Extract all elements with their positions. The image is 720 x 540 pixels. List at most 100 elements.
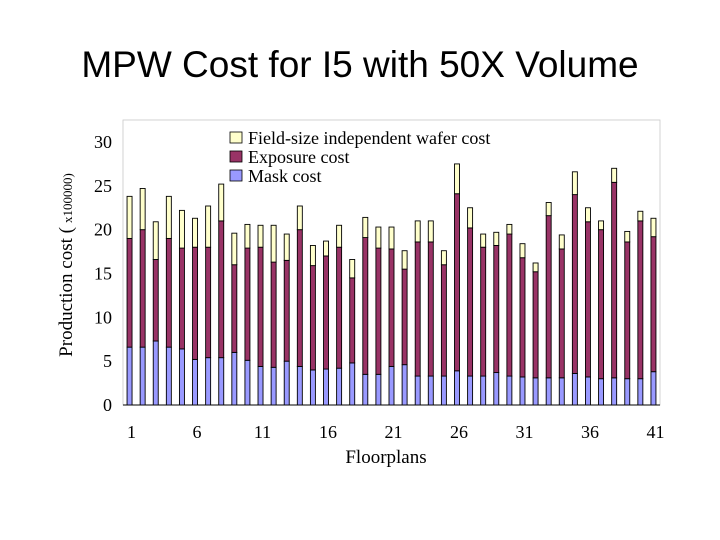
field-segment-5 [178,209,185,249]
exposure-segment-36 [585,221,591,378]
mask-segment-37 [598,378,605,406]
field-segment-6 [192,217,198,248]
field-segment-40 [637,210,644,222]
exposure-segment-4 [165,237,172,348]
exposure-segment-3 [152,259,159,342]
y-axis-label-group: Production cost (x100000) [56,173,77,357]
legend-field-swatch [229,131,243,144]
mask-segment-19 [362,373,369,406]
exposure-segment-19 [362,237,369,375]
exposure-segment-14 [296,229,303,367]
y-tick-label: 30 [94,132,112,152]
exposure-segment-32 [532,271,539,379]
exposure-segment-17 [336,246,343,369]
mask-segment-40 [637,378,644,406]
exposure-segment-15 [309,265,316,371]
mask-segment-9 [231,351,238,406]
mask-segment-7 [205,357,212,406]
exposure-segment-23 [414,241,421,377]
x-tick-label: 16 [319,422,337,442]
mask-segment-12 [270,366,277,406]
exposure-segment-31 [519,257,526,378]
field-segment-13 [283,233,290,261]
x-tick-label: 11 [254,422,271,442]
field-segment-2 [139,188,146,231]
field-segment-20 [375,226,382,249]
field-segment-27 [467,207,474,229]
mask-segment-35 [571,372,578,406]
mask-segment-26 [454,370,460,406]
legend-field-label: Field-size independent wafer cost [248,128,490,148]
field-segment-22 [401,250,408,270]
field-segment-31 [519,243,526,259]
field-segment-4 [165,195,172,239]
field-segment-18 [349,259,356,279]
exposure-segment-41 [650,236,657,373]
x-tick-label: 41 [646,422,664,442]
exposure-segment-13 [283,259,290,362]
exposure-segment-2 [139,229,146,348]
field-segment-16 [323,240,329,257]
mask-segment-17 [336,367,343,406]
field-segment-37 [598,220,605,231]
field-segment-1 [126,195,133,239]
mask-segment-8 [218,357,225,406]
x-tick-labels: 1 6 11 16 21 26 31 36 41 [127,422,664,442]
mask-segment-23 [414,375,421,406]
exposure-segment-29 [493,244,500,374]
exposure-segment-33 [545,215,552,379]
exposure-segment-37 [598,229,605,380]
mask-segment-1 [126,346,133,406]
field-segment-39 [624,230,631,243]
exposure-segment-40 [637,220,644,380]
y-axis-label-multiplier: x100000) [60,173,75,223]
y-tick-label: 5 [103,351,112,371]
exposure-segment-16 [323,255,329,370]
field-segment-41 [650,217,657,238]
field-segment-15 [309,244,316,267]
y-tick-label: 10 [94,307,112,327]
field-segment-3 [152,221,159,260]
exposure-segment-25 [440,264,447,377]
mask-segment-32 [532,377,539,406]
mask-segment-36 [585,376,591,406]
mask-segment-28 [480,375,487,406]
x-tick-label: 26 [450,422,468,442]
mask-segment-38 [611,377,618,406]
field-segment-24 [427,220,434,243]
mask-segment-10 [244,359,251,406]
exposure-segment-12 [270,261,277,368]
exposure-segment-18 [349,277,356,364]
x-tick-label: 36 [581,422,599,442]
exposure-segment-27 [467,227,474,377]
mask-segment-13 [283,360,290,406]
exposure-segment-30 [506,233,513,377]
exposure-segment-26 [454,193,460,372]
exposure-segment-8 [218,220,225,359]
field-segment-7 [205,205,212,248]
mask-segment-5 [178,348,185,406]
exposure-segment-9 [231,264,238,353]
mask-segment-14 [296,365,303,406]
mask-segment-11 [257,365,264,406]
field-segment-10 [244,223,251,249]
field-segment-26 [454,163,460,195]
mask-segment-3 [152,340,159,406]
field-segment-12 [270,224,277,263]
exposure-segment-34 [558,248,565,379]
mask-segment-21 [388,365,395,406]
exposure-segment-35 [571,194,578,374]
slide-title: MPW Cost for I5 with 50X Volume [81,44,639,85]
mask-segment-33 [545,377,552,406]
exposure-segment-1 [126,237,133,348]
legend-mask-label: Mask cost [248,166,322,186]
exposure-segment-24 [427,241,434,377]
exposure-segment-39 [624,241,631,380]
field-segment-19 [362,216,369,238]
exposure-segment-11 [257,246,264,367]
x-axis-label: Floorplans [345,447,426,468]
field-segment-21 [388,226,395,250]
field-segment-30 [506,223,513,235]
mask-segment-27 [467,375,474,406]
